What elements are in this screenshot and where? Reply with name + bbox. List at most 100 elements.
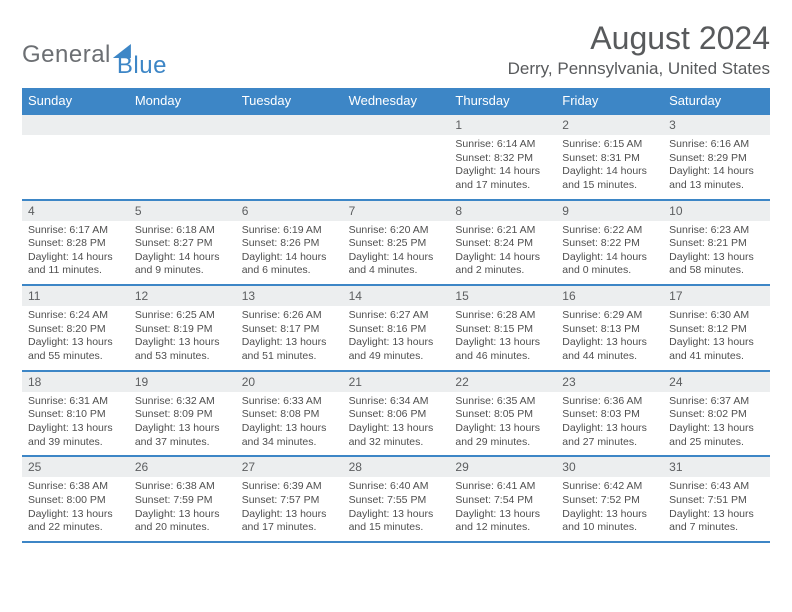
day-cell: Sunrise: 6:20 AMSunset: 8:25 PMDaylight:… xyxy=(343,221,450,285)
day-number: 3 xyxy=(663,115,770,135)
sunrise-text: Sunrise: 6:20 AM xyxy=(349,224,444,238)
day-number: 25 xyxy=(22,457,129,477)
sunset-text: Sunset: 8:32 PM xyxy=(455,152,550,166)
sunrise-text: Sunrise: 6:22 AM xyxy=(562,224,657,238)
daylight-text: Daylight: 13 hours and 29 minutes. xyxy=(455,422,550,449)
daylight-text: Daylight: 13 hours and 15 minutes. xyxy=(349,508,444,535)
day-cell: Sunrise: 6:17 AMSunset: 8:28 PMDaylight:… xyxy=(22,221,129,285)
sunset-text: Sunset: 8:19 PM xyxy=(135,323,230,337)
daylight-text: Daylight: 13 hours and 12 minutes. xyxy=(455,508,550,535)
calendar-week: 18192021222324Sunrise: 6:31 AMSunset: 8:… xyxy=(22,372,770,458)
day-number: 26 xyxy=(129,457,236,477)
daylight-text: Daylight: 13 hours and 53 minutes. xyxy=(135,336,230,363)
weekday-tuesday: Tuesday xyxy=(236,88,343,113)
daylight-text: Daylight: 14 hours and 9 minutes. xyxy=(135,251,230,278)
day-cell: Sunrise: 6:39 AMSunset: 7:57 PMDaylight:… xyxy=(236,477,343,541)
day-cell: Sunrise: 6:29 AMSunset: 8:13 PMDaylight:… xyxy=(556,306,663,370)
sunset-text: Sunset: 7:54 PM xyxy=(455,494,550,508)
daylight-text: Daylight: 13 hours and 44 minutes. xyxy=(562,336,657,363)
sunset-text: Sunset: 7:55 PM xyxy=(349,494,444,508)
day-number: 22 xyxy=(449,372,556,392)
day-cell: Sunrise: 6:43 AMSunset: 7:51 PMDaylight:… xyxy=(663,477,770,541)
day-cell: Sunrise: 6:42 AMSunset: 7:52 PMDaylight:… xyxy=(556,477,663,541)
sunrise-text: Sunrise: 6:30 AM xyxy=(669,309,764,323)
sunrise-text: Sunrise: 6:14 AM xyxy=(455,138,550,152)
sunset-text: Sunset: 8:21 PM xyxy=(669,237,764,251)
sunset-text: Sunset: 8:17 PM xyxy=(242,323,337,337)
sunrise-text: Sunrise: 6:33 AM xyxy=(242,395,337,409)
daylight-text: Daylight: 13 hours and 37 minutes. xyxy=(135,422,230,449)
day-number: 28 xyxy=(343,457,450,477)
day-cell: Sunrise: 6:31 AMSunset: 8:10 PMDaylight:… xyxy=(22,392,129,456)
daylight-text: Daylight: 13 hours and 41 minutes. xyxy=(669,336,764,363)
day-cell: Sunrise: 6:16 AMSunset: 8:29 PMDaylight:… xyxy=(663,135,770,199)
calendar-week: 11121314151617Sunrise: 6:24 AMSunset: 8:… xyxy=(22,286,770,372)
sunset-text: Sunset: 8:28 PM xyxy=(28,237,123,251)
weekday-thursday: Thursday xyxy=(449,88,556,113)
title-block: August 2024 Derry, Pennsylvania, United … xyxy=(508,20,770,79)
day-cell: Sunrise: 6:36 AMSunset: 8:03 PMDaylight:… xyxy=(556,392,663,456)
daylight-text: Daylight: 13 hours and 7 minutes. xyxy=(669,508,764,535)
day-number: 7 xyxy=(343,201,450,221)
sunrise-text: Sunrise: 6:36 AM xyxy=(562,395,657,409)
sunset-text: Sunset: 8:26 PM xyxy=(242,237,337,251)
day-cell: Sunrise: 6:21 AMSunset: 8:24 PMDaylight:… xyxy=(449,221,556,285)
daylight-text: Daylight: 13 hours and 32 minutes. xyxy=(349,422,444,449)
day-cell: Sunrise: 6:41 AMSunset: 7:54 PMDaylight:… xyxy=(449,477,556,541)
daylight-text: Daylight: 14 hours and 15 minutes. xyxy=(562,165,657,192)
sunrise-text: Sunrise: 6:15 AM xyxy=(562,138,657,152)
weekday-header-row: Sunday Monday Tuesday Wednesday Thursday… xyxy=(22,88,770,113)
sunset-text: Sunset: 8:15 PM xyxy=(455,323,550,337)
day-number: 20 xyxy=(236,372,343,392)
day-cell: Sunrise: 6:23 AMSunset: 8:21 PMDaylight:… xyxy=(663,221,770,285)
calendar-week: 45678910Sunrise: 6:17 AMSunset: 8:28 PMD… xyxy=(22,201,770,287)
day-number: 11 xyxy=(22,286,129,306)
daylight-text: Daylight: 14 hours and 13 minutes. xyxy=(669,165,764,192)
daylight-text: Daylight: 14 hours and 4 minutes. xyxy=(349,251,444,278)
sunrise-text: Sunrise: 6:16 AM xyxy=(669,138,764,152)
weekday-friday: Friday xyxy=(556,88,663,113)
weekday-wednesday: Wednesday xyxy=(343,88,450,113)
daylight-text: Daylight: 14 hours and 11 minutes. xyxy=(28,251,123,278)
day-number: 31 xyxy=(663,457,770,477)
sunset-text: Sunset: 8:09 PM xyxy=(135,408,230,422)
sunrise-text: Sunrise: 6:17 AM xyxy=(28,224,123,238)
day-cell: Sunrise: 6:25 AMSunset: 8:19 PMDaylight:… xyxy=(129,306,236,370)
sunrise-text: Sunrise: 6:27 AM xyxy=(349,309,444,323)
day-number: 8 xyxy=(449,201,556,221)
day-number: 10 xyxy=(663,201,770,221)
sunrise-text: Sunrise: 6:32 AM xyxy=(135,395,230,409)
day-number: 4 xyxy=(22,201,129,221)
sunrise-text: Sunrise: 6:25 AM xyxy=(135,309,230,323)
sunset-text: Sunset: 8:00 PM xyxy=(28,494,123,508)
sunrise-text: Sunrise: 6:28 AM xyxy=(455,309,550,323)
day-cell xyxy=(236,135,343,199)
sunrise-text: Sunrise: 6:34 AM xyxy=(349,395,444,409)
day-number: 24 xyxy=(663,372,770,392)
sunrise-text: Sunrise: 6:43 AM xyxy=(669,480,764,494)
sunrise-text: Sunrise: 6:35 AM xyxy=(455,395,550,409)
sunset-text: Sunset: 8:13 PM xyxy=(562,323,657,337)
daylight-text: Daylight: 13 hours and 51 minutes. xyxy=(242,336,337,363)
sunset-text: Sunset: 8:27 PM xyxy=(135,237,230,251)
calendar-week: 123Sunrise: 6:14 AMSunset: 8:32 PMDaylig… xyxy=(22,115,770,201)
day-number: 29 xyxy=(449,457,556,477)
day-number xyxy=(22,115,129,135)
sunset-text: Sunset: 8:06 PM xyxy=(349,408,444,422)
sunset-text: Sunset: 8:24 PM xyxy=(455,237,550,251)
sunset-text: Sunset: 7:51 PM xyxy=(669,494,764,508)
sunset-text: Sunset: 7:52 PM xyxy=(562,494,657,508)
sunset-text: Sunset: 8:25 PM xyxy=(349,237,444,251)
day-cell: Sunrise: 6:19 AMSunset: 8:26 PMDaylight:… xyxy=(236,221,343,285)
daylight-text: Daylight: 13 hours and 34 minutes. xyxy=(242,422,337,449)
day-cell: Sunrise: 6:30 AMSunset: 8:12 PMDaylight:… xyxy=(663,306,770,370)
day-cell xyxy=(343,135,450,199)
day-cell: Sunrise: 6:40 AMSunset: 7:55 PMDaylight:… xyxy=(343,477,450,541)
sunrise-text: Sunrise: 6:31 AM xyxy=(28,395,123,409)
day-number: 30 xyxy=(556,457,663,477)
calendar-weeks: 123Sunrise: 6:14 AMSunset: 8:32 PMDaylig… xyxy=(22,113,770,543)
sunrise-text: Sunrise: 6:23 AM xyxy=(669,224,764,238)
day-number: 14 xyxy=(343,286,450,306)
daylight-text: Daylight: 14 hours and 6 minutes. xyxy=(242,251,337,278)
daylight-text: Daylight: 13 hours and 10 minutes. xyxy=(562,508,657,535)
